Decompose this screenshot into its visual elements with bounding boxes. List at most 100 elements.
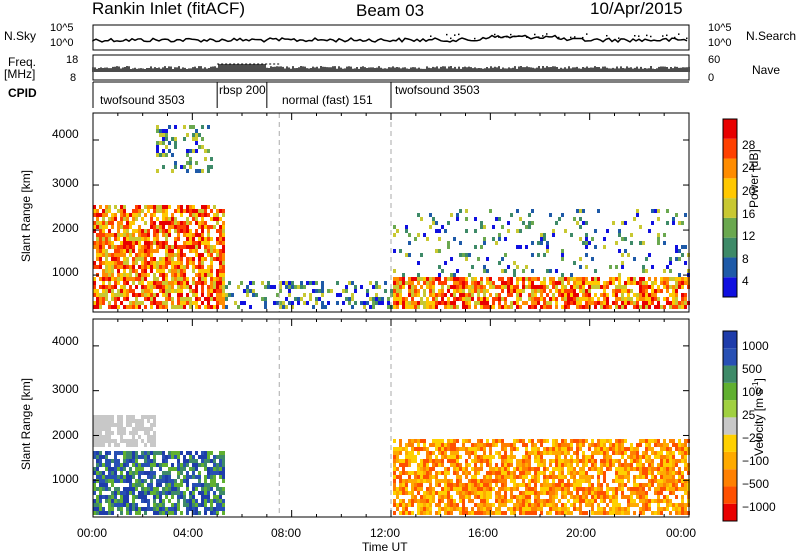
heatmap-cell: [213, 471, 216, 475]
heatmap-cell: [222, 491, 225, 495]
heatmap-cell: [576, 297, 579, 301]
heatmap-cell: [444, 455, 447, 459]
heatmap-cell: [522, 277, 525, 281]
heatmap-cell: [288, 289, 291, 293]
heatmap-cell: [183, 285, 186, 289]
heatmap-cell: [135, 479, 138, 483]
heatmap-cell: [483, 459, 486, 463]
heatmap-cell: [639, 281, 642, 285]
heatmap-cell: [459, 241, 462, 245]
heatmap-cell: [207, 301, 210, 305]
heatmap-cell: [441, 491, 444, 495]
x-tick: 00:00: [77, 526, 108, 540]
heatmap-cell: [105, 289, 108, 293]
heatmap-cell: [159, 483, 162, 487]
heatmap-cell: [543, 483, 546, 487]
heatmap-cell: [204, 273, 207, 277]
heatmap-cell: [675, 289, 678, 293]
heatmap-cell: [408, 459, 411, 463]
heatmap-cell: [462, 507, 465, 511]
heatmap-cell: [621, 467, 624, 471]
heatmap-cell: [636, 467, 639, 471]
heatmap-cell: [165, 261, 168, 265]
heatmap-cell: [465, 439, 468, 443]
heatmap-cell: [528, 451, 531, 455]
heatmap-cell: [639, 285, 642, 289]
heatmap-cell: [606, 229, 609, 233]
heatmap-cell: [543, 451, 546, 455]
heatmap-cell: [129, 237, 132, 241]
heatmap-cell: [435, 447, 438, 451]
heatmap-cell: [534, 491, 537, 495]
heatmap-cell: [168, 491, 171, 495]
heatmap-cell: [393, 459, 396, 463]
heatmap-cell: [618, 487, 621, 491]
heatmap-cell: [678, 507, 681, 511]
heatmap-cell: [408, 285, 411, 289]
heatmap-cell: [441, 269, 444, 273]
heatmap-cell: [528, 459, 531, 463]
heatmap-cell: [198, 209, 201, 213]
heatmap-cell: [483, 511, 486, 515]
heatmap-cell: [630, 455, 633, 459]
heatmap-cell: [645, 269, 648, 273]
heatmap-cell: [327, 289, 330, 293]
heatmap-cell: [597, 511, 600, 515]
heatmap-cell: [651, 471, 654, 475]
heatmap-cell: [219, 281, 222, 285]
heatmap-cell: [216, 277, 219, 281]
heatmap-cell: [519, 499, 522, 503]
heatmap-cell: [582, 305, 585, 309]
heatmap-cell: [486, 277, 489, 281]
heatmap-cell: [135, 293, 138, 297]
heatmap-cell: [186, 237, 189, 241]
heatmap-cell: [222, 265, 225, 269]
heatmap-cell: [615, 439, 618, 443]
heatmap-cell: [501, 285, 504, 289]
heatmap-cell: [669, 447, 672, 451]
heatmap-cell: [105, 253, 108, 257]
heatmap-cell: [561, 213, 564, 217]
heatmap-cell: [651, 297, 654, 301]
heatmap-cell: [120, 233, 123, 237]
heatmap-cell: [606, 305, 609, 309]
heatmap-cell: [204, 241, 207, 245]
heatmap-cell: [354, 285, 357, 289]
heatmap-cell: [684, 213, 687, 217]
heatmap-cell: [159, 141, 162, 145]
heatmap-cell: [510, 463, 513, 467]
heatmap-cell: [441, 455, 444, 459]
heatmap-cell: [201, 281, 204, 285]
heatmap-cell: [465, 483, 468, 487]
power-cbar-tick: 8: [742, 252, 749, 266]
heatmap-cell: [543, 289, 546, 293]
heatmap-cell: [579, 459, 582, 463]
heatmap-cell: [660, 463, 663, 467]
heatmap-cell: [216, 285, 219, 289]
heatmap-cell: [174, 229, 177, 233]
heatmap-cell: [117, 463, 120, 467]
heatmap-cell: [465, 209, 468, 213]
heatmap-cell: [204, 511, 207, 515]
x-axis-label: Time UT: [362, 540, 408, 554]
heatmap-cell: [594, 285, 597, 289]
heatmap-cell: [489, 455, 492, 459]
heatmap-cell: [219, 491, 222, 495]
heatmap-cell: [138, 245, 141, 249]
heatmap-cell: [387, 301, 390, 305]
heatmap-cell: [267, 281, 270, 285]
heatmap-cell: [177, 471, 180, 475]
heatmap-cell: [117, 277, 120, 281]
heatmap-cell: [417, 281, 420, 285]
heatmap-cell: [510, 213, 513, 217]
heatmap-cell: [135, 483, 138, 487]
heatmap-cell: [423, 511, 426, 515]
heatmap-cell: [102, 301, 105, 305]
heatmap-cell: [249, 305, 252, 309]
heatmap-cell: [525, 459, 528, 463]
heatmap-cell: [141, 237, 144, 241]
heatmap-cell: [393, 285, 396, 289]
heatmap-cell: [408, 491, 411, 495]
heatmap-cell: [210, 305, 213, 309]
heatmap-cell: [624, 511, 627, 515]
